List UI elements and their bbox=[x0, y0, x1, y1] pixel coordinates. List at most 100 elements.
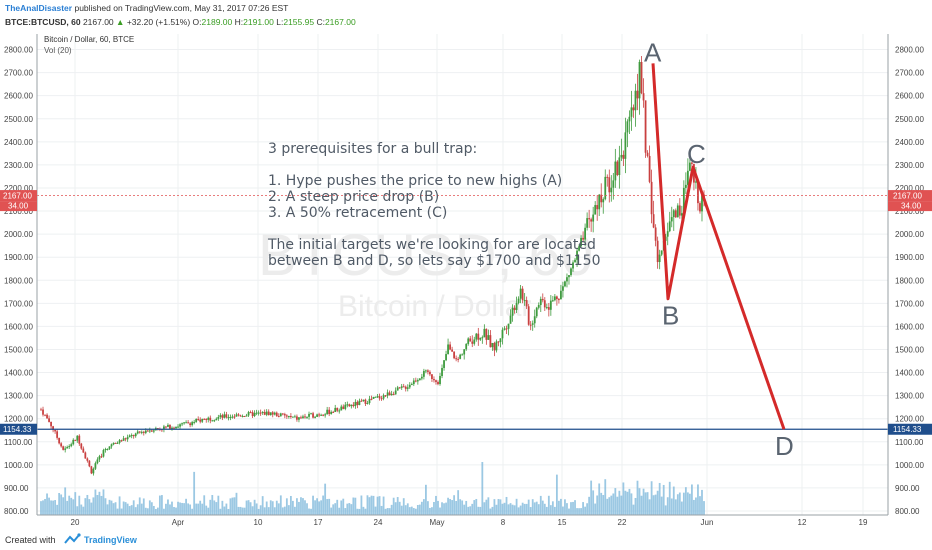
volume-bar bbox=[660, 496, 663, 515]
candle-body bbox=[96, 459, 99, 464]
series-title[interactable]: Bitcoin / Dollar, 60, BTCE bbox=[44, 35, 134, 44]
volume-bar bbox=[390, 504, 393, 515]
volume-bar bbox=[535, 501, 538, 515]
volume-bar bbox=[650, 481, 653, 515]
volume-bar bbox=[239, 506, 242, 515]
author-link[interactable]: TheAnalDisaster bbox=[5, 3, 73, 13]
candle-body bbox=[173, 427, 175, 429]
candle-body bbox=[175, 426, 177, 429]
volume-bar bbox=[688, 493, 691, 515]
volume-bar bbox=[545, 506, 548, 515]
candle-body bbox=[308, 413, 310, 417]
candle-body bbox=[487, 335, 490, 340]
volume-bar bbox=[245, 500, 248, 515]
x-tick-label: 12 bbox=[798, 518, 807, 527]
volume-bar bbox=[110, 500, 113, 515]
candle-body bbox=[465, 343, 468, 350]
volume-bar bbox=[638, 488, 641, 515]
volume-legend[interactable]: Vol (20) bbox=[44, 46, 72, 55]
y-tick-right: 1000.00 bbox=[895, 461, 924, 470]
volume-bar bbox=[370, 495, 373, 515]
candle-body bbox=[312, 413, 314, 418]
volume-bar bbox=[628, 488, 631, 515]
candle-body bbox=[102, 450, 105, 457]
candle-body bbox=[701, 194, 703, 212]
candle-body bbox=[402, 386, 405, 388]
candle-body bbox=[475, 333, 478, 340]
y-tick-right: 2000.00 bbox=[895, 230, 924, 239]
candle-body bbox=[227, 417, 230, 419]
candle-body bbox=[350, 404, 353, 407]
volume-bar bbox=[445, 502, 447, 515]
volume-bar bbox=[189, 504, 192, 515]
volume-bar bbox=[414, 508, 417, 515]
volume-bar bbox=[320, 500, 323, 515]
y-tick-left: 1300.00 bbox=[4, 392, 33, 401]
volume-bar bbox=[126, 503, 129, 515]
volume-bar bbox=[271, 501, 274, 515]
volume-bar bbox=[94, 489, 97, 515]
volume-bar bbox=[156, 507, 159, 515]
candle-body bbox=[378, 396, 381, 399]
volume-bar bbox=[457, 490, 460, 515]
volume-bar bbox=[529, 507, 532, 515]
volume-bar bbox=[473, 500, 476, 515]
y-tick-right: 2800.00 bbox=[895, 46, 924, 55]
candle-body bbox=[511, 307, 514, 316]
candle-body bbox=[338, 410, 341, 412]
candle-body bbox=[294, 416, 296, 418]
candle-body bbox=[98, 456, 101, 460]
candle-body bbox=[501, 329, 504, 339]
volume-bar bbox=[699, 496, 701, 515]
candle-body bbox=[171, 427, 173, 430]
point-d-label: D bbox=[775, 431, 794, 461]
candle-body bbox=[509, 315, 512, 324]
candle-body bbox=[82, 448, 85, 453]
volume-bar bbox=[435, 495, 437, 515]
plot-area[interactable] bbox=[37, 34, 888, 515]
volume-bar bbox=[334, 503, 337, 515]
annotation-text[interactable]: 3 prerequisites for a bull trap: 1. Hype … bbox=[267, 141, 600, 269]
volume-bar bbox=[670, 498, 673, 515]
candle-body bbox=[197, 418, 200, 420]
candle-body bbox=[642, 93, 645, 101]
volume-bar bbox=[481, 462, 484, 515]
volume-bar bbox=[285, 498, 288, 515]
volume-bar bbox=[140, 503, 143, 515]
volume-bar bbox=[215, 502, 218, 515]
candle-body bbox=[285, 415, 288, 417]
volume-bar bbox=[614, 488, 617, 515]
y-tick-right: 2100.00 bbox=[895, 207, 924, 216]
candle-body bbox=[586, 218, 589, 228]
volume-bar bbox=[658, 482, 661, 515]
volume-bar bbox=[44, 498, 46, 515]
candle-body bbox=[231, 416, 234, 418]
volume-bar bbox=[344, 508, 347, 515]
volume-bar bbox=[539, 495, 542, 515]
publish-info: TheAnalDisaster published on TradingView… bbox=[5, 3, 288, 13]
volume-bar bbox=[360, 495, 363, 515]
volume-bar bbox=[406, 503, 409, 515]
volume-bar bbox=[495, 504, 498, 515]
y-tick-left: 1600.00 bbox=[4, 322, 33, 331]
candle-body bbox=[420, 376, 423, 379]
candle-body bbox=[590, 219, 593, 222]
volume-bar bbox=[122, 501, 125, 515]
volume-bar bbox=[201, 503, 204, 515]
volume-bar bbox=[221, 500, 224, 515]
volume-bar bbox=[463, 504, 466, 515]
svg-text:34.00: 34.00 bbox=[8, 202, 29, 211]
abcd-pattern-line[interactable] bbox=[651, 63, 786, 430]
volume-bar bbox=[259, 505, 262, 515]
volume-bar bbox=[376, 496, 379, 515]
candle-body bbox=[48, 418, 50, 422]
candle-body bbox=[537, 305, 540, 308]
right-price-axis[interactable] bbox=[888, 34, 932, 515]
left-price-axis[interactable] bbox=[0, 34, 37, 515]
tradingview-brand[interactable]: TradingView bbox=[84, 535, 137, 545]
candle-body bbox=[680, 213, 683, 216]
volume-bar bbox=[425, 484, 427, 515]
candle-body bbox=[519, 288, 522, 299]
candle-body bbox=[42, 409, 44, 415]
